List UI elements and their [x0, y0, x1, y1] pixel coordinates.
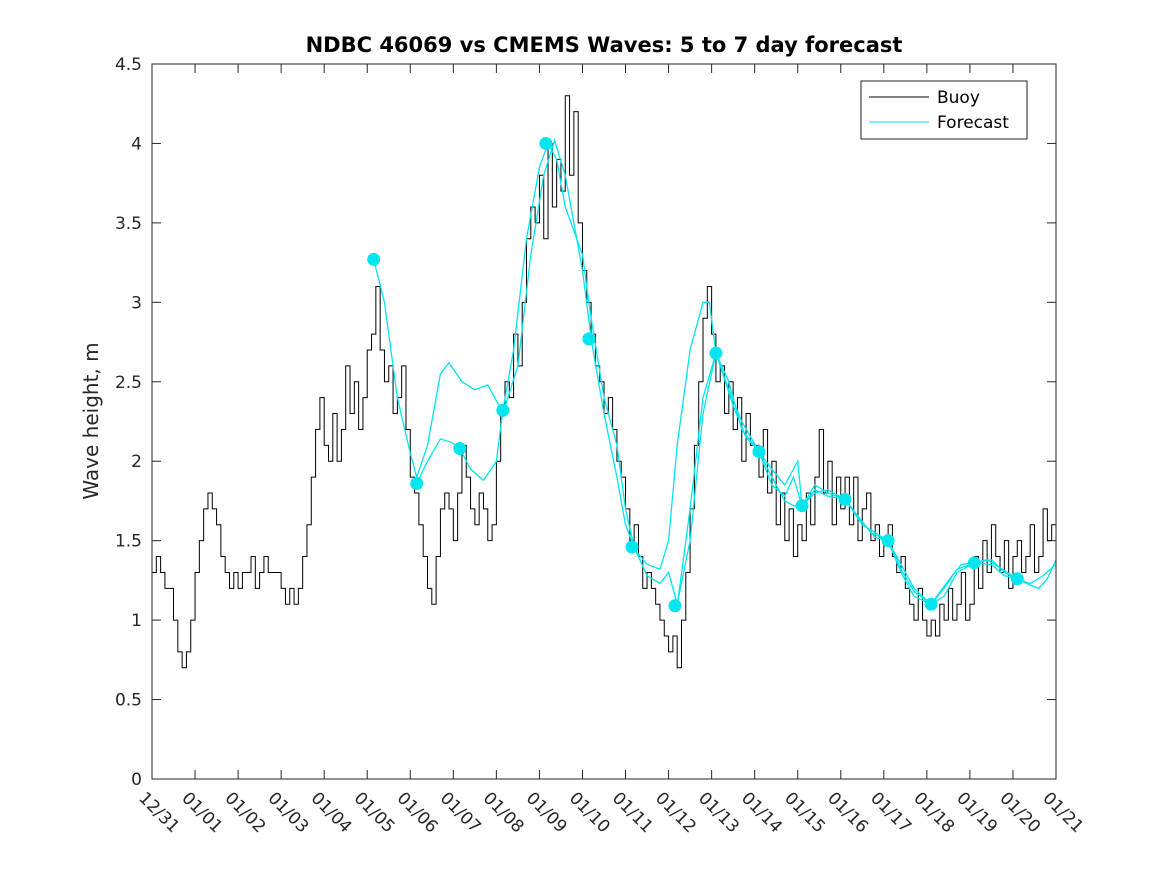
forecast-line [590, 338, 717, 605]
forecast-marker [410, 476, 424, 490]
legend: Buoy Forecast [860, 80, 1028, 140]
axes-box [151, 63, 1057, 780]
forecast-marker [1010, 572, 1024, 586]
forecast-line [633, 301, 760, 571]
forecast-line [373, 259, 504, 480]
forecast-marker [625, 540, 639, 554]
forecast-marker [496, 403, 510, 417]
forecast-line [930, 559, 1057, 605]
series-forecast [373, 138, 1057, 606]
forecast-line [502, 138, 592, 414]
forecast-marker [924, 597, 938, 611]
forecast-line [974, 559, 1057, 590]
y-tick-label: 3 [131, 293, 142, 313]
forecast-marker [453, 442, 467, 456]
legend-buoy-label: Buoy [937, 88, 980, 108]
legend-box [860, 80, 1028, 140]
y-tick-label: 3.5 [115, 214, 142, 234]
chart-title: NDBC 46069 vs CMEMS Waves: 5 to 7 day fo… [306, 33, 903, 57]
forecast-line [887, 540, 1018, 606]
legend-forecast-label: Forecast [937, 113, 1009, 133]
forecast-marker [582, 332, 596, 346]
plot-area [152, 64, 1056, 779]
forecast-marker [881, 534, 895, 548]
forecast-line [676, 351, 803, 606]
y-tick-labels: 0 0.5 1 1.5 2 2.5 3 3.5 4 4.5 [115, 55, 142, 790]
y-tick-label: 1.5 [115, 532, 142, 552]
forecast-line [547, 143, 635, 548]
forecast-marker [795, 499, 809, 513]
forecast-marker [709, 346, 723, 360]
forecast-marker [539, 136, 553, 150]
y-tick-label: 1 [131, 611, 142, 631]
y-tick-label: 4 [131, 134, 142, 154]
forecast-line [844, 498, 975, 605]
y-tick-label: 4.5 [115, 55, 142, 75]
y-tick-label: 2 [131, 452, 142, 472]
forecast-markers [367, 136, 1024, 613]
forecast-marker [668, 599, 682, 613]
forecast-marker [967, 556, 981, 570]
y-axis-label: Wave height, m [79, 342, 103, 499]
y-tick-label: 0 [131, 770, 142, 790]
forecast-marker [752, 445, 766, 459]
forecast-marker [367, 252, 381, 266]
y-tick-label: 0.5 [115, 691, 142, 711]
forecast-marker [838, 492, 852, 506]
y-tick-label: 2.5 [115, 373, 142, 393]
forecast-line [416, 143, 549, 484]
